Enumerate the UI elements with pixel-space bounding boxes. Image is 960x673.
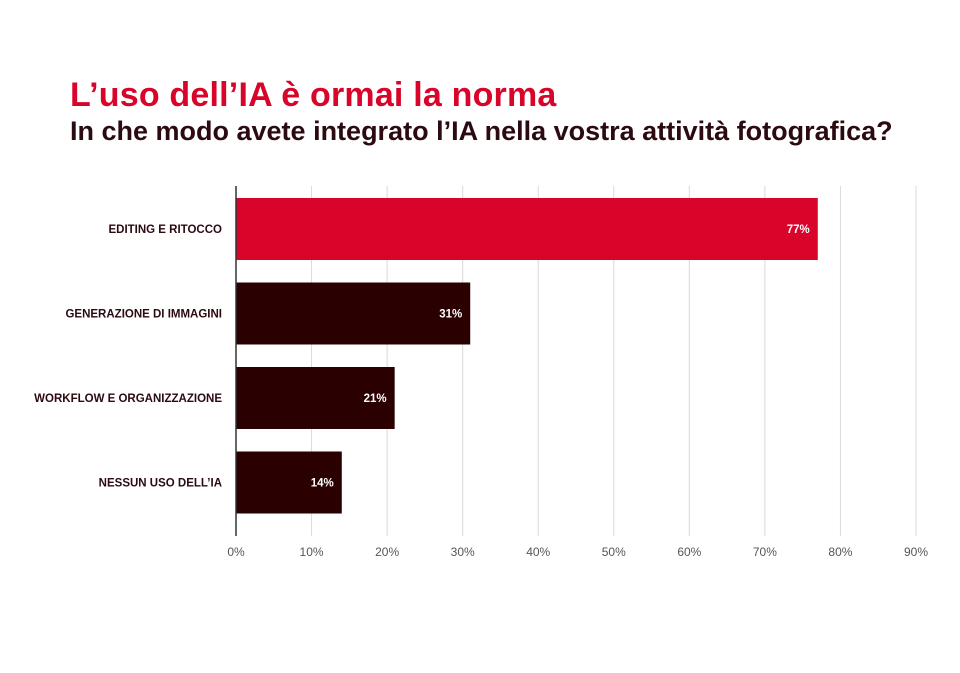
chart-subtitle: In che modo avete integrato l’IA nella v… bbox=[70, 116, 893, 146]
data-label: 14% bbox=[311, 478, 334, 490]
bar bbox=[236, 282, 471, 345]
x-tick-label: 60% bbox=[677, 545, 701, 559]
data-label: 31% bbox=[439, 309, 462, 321]
data-label: 77% bbox=[787, 224, 810, 236]
x-tick-label: 40% bbox=[526, 545, 550, 559]
bar bbox=[236, 451, 342, 514]
bar bbox=[236, 367, 395, 429]
x-tick-label: 50% bbox=[602, 545, 626, 559]
category-label: GENERAZIONE DI IMMAGINI bbox=[65, 309, 222, 321]
x-tick-label: 70% bbox=[753, 545, 777, 559]
category-label: NESSUN USO DELL’IA bbox=[99, 478, 222, 490]
x-tick-label: 0% bbox=[227, 545, 245, 559]
category-label: WORKFLOW E ORGANIZZAZIONE bbox=[34, 393, 222, 405]
x-tick-label: 10% bbox=[300, 545, 324, 559]
chart-title: L’uso dell’IA è ormai la norma bbox=[70, 76, 557, 114]
x-tick-label: 20% bbox=[375, 545, 399, 559]
bar bbox=[236, 198, 818, 260]
data-label: 21% bbox=[364, 393, 387, 405]
x-tick-label: 90% bbox=[904, 545, 928, 559]
x-tick-label: 30% bbox=[451, 545, 475, 559]
x-tick-label: 80% bbox=[828, 545, 852, 559]
category-label: EDITING E RITOCCO bbox=[108, 224, 222, 236]
